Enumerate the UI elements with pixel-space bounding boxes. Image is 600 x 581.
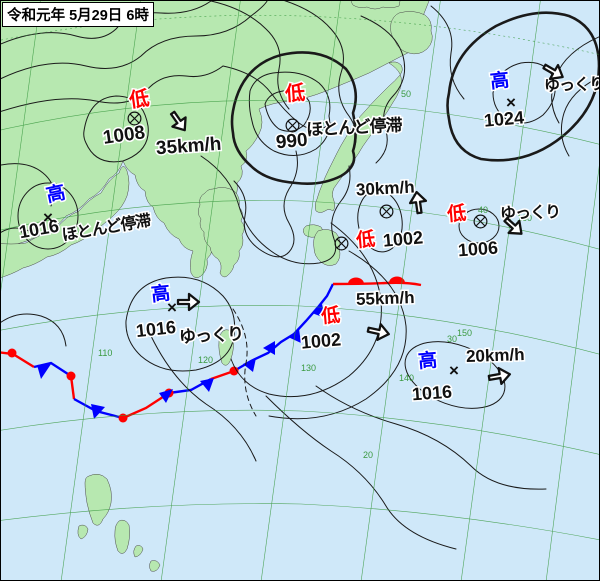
svg-text:130: 130 — [301, 363, 316, 373]
svg-text:150: 150 — [457, 328, 472, 338]
svg-text:120: 120 — [198, 355, 213, 365]
svg-text:110: 110 — [98, 348, 112, 358]
svg-text:20: 20 — [363, 450, 373, 460]
svg-text:30: 30 — [447, 334, 457, 344]
svg-text:140: 140 — [399, 373, 414, 383]
svg-text:50: 50 — [401, 89, 411, 99]
